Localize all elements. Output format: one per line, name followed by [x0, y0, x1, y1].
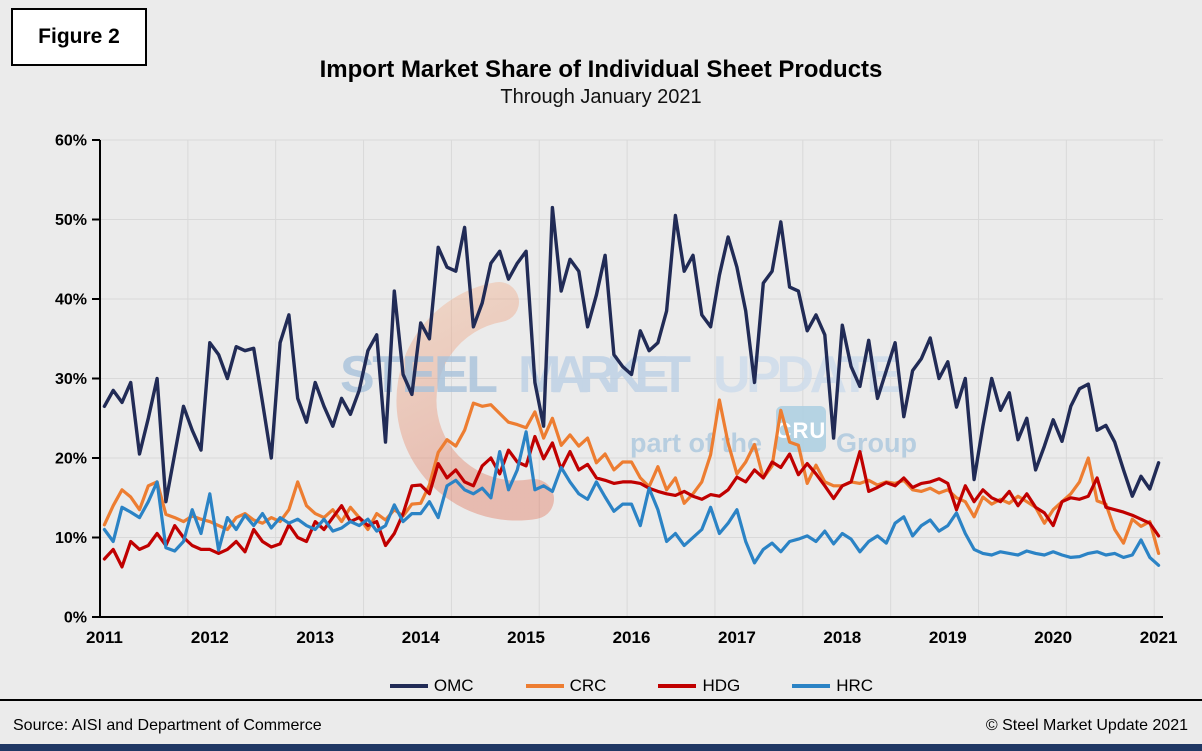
- x-axis-label: 2013: [296, 628, 334, 647]
- legend-label-omc: OMC: [433, 676, 474, 695]
- legend-item-hdg: HDG: [658, 676, 740, 696]
- x-axis-label: 2016: [613, 628, 651, 647]
- series-line-OMC: [102, 205, 1161, 504]
- copyright-text: © Steel Market Update 2021: [985, 717, 1188, 734]
- footer-divider: [0, 699, 1202, 701]
- y-axis-label: 10%: [55, 530, 87, 547]
- x-axis-label: 2011: [86, 628, 123, 647]
- y-axis-label: 0%: [64, 610, 87, 627]
- legend-item-crc: CRC: [525, 676, 607, 696]
- watermark-part-of-the: part of the: [630, 428, 762, 458]
- x-axis-label: 2020: [1034, 628, 1072, 647]
- figure-label-box: Figure 2: [11, 8, 147, 66]
- y-axis-label: 30%: [55, 371, 87, 388]
- series-line-HDG: [102, 434, 1161, 569]
- legend-item-omc: OMC: [389, 676, 474, 696]
- series-line-HRC: [102, 430, 1161, 567]
- bottom-accent-bar: [0, 744, 1202, 751]
- page-title: Import Market Share of Individual Sheet …: [319, 56, 883, 83]
- legend-label-hdg: HDG: [702, 676, 741, 695]
- x-axis-label: 2021: [1140, 628, 1178, 647]
- chart-legend: OMC CRC HDG HRC: [100, 676, 1163, 696]
- watermark-group: Group: [836, 428, 917, 458]
- crc-line-swatch-icon: [525, 684, 564, 688]
- y-axis-label: 40%: [55, 292, 87, 309]
- hrc-line-swatch-icon: [792, 684, 831, 688]
- x-axis-label: 2019: [929, 628, 967, 647]
- y-axis-label: 50%: [55, 212, 87, 229]
- figure-label: Figure 2: [38, 25, 120, 48]
- x-axis-label: 2017: [718, 628, 756, 647]
- x-axis-label: 2014: [402, 628, 440, 647]
- x-axis-label: 2015: [507, 628, 545, 647]
- page-subtitle: Through January 2021: [500, 86, 702, 108]
- series-line-CRC: [102, 398, 1161, 556]
- legend-label-hrc: HRC: [836, 676, 874, 695]
- legend-item-hrc: HRC: [792, 676, 873, 696]
- source-text: Source: AISI and Department of Commerce: [13, 717, 322, 734]
- omc-line-swatch-icon: [389, 684, 428, 688]
- x-axis-label: 2018: [823, 628, 861, 647]
- hdg-line-swatch-icon: [658, 684, 697, 688]
- legend-label-crc: CRC: [569, 676, 607, 695]
- x-axis-label: 2012: [191, 628, 229, 647]
- y-axis-label: 60%: [55, 133, 87, 150]
- y-axis-label: 20%: [55, 451, 87, 468]
